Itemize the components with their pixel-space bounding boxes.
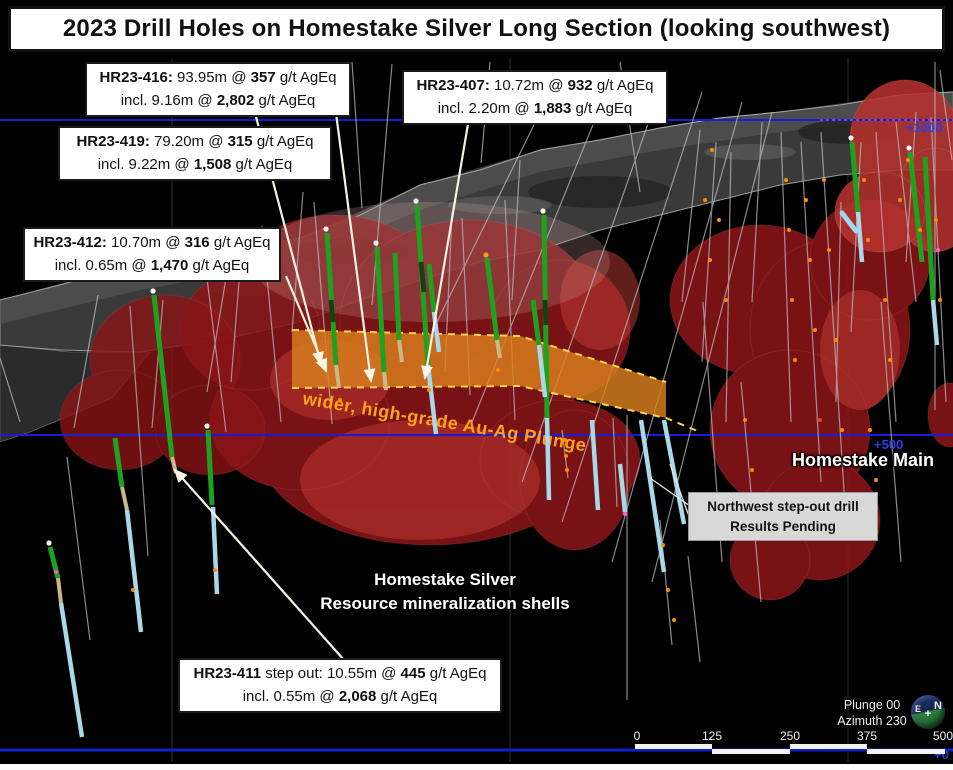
- pending-line1: Northwest step-out drill: [707, 499, 859, 514]
- grade-value: 1,883: [533, 99, 572, 117]
- compass-orb-icon: E N +: [911, 695, 945, 729]
- compass-cross-icon: +: [924, 707, 932, 720]
- interval: 10.72m @: [494, 77, 564, 94]
- hole-id: HR23-412:: [33, 234, 107, 251]
- grade-unit: g/t AgEq: [256, 133, 314, 150]
- grade-unit: g/t AgEq: [380, 687, 438, 705]
- interval: step out: 10.55m @: [265, 665, 397, 682]
- title-bar: 2023 Drill Holes on Homestake Silver Lon…: [8, 6, 945, 52]
- pending-line2: Results Pending: [730, 518, 836, 534]
- grade-unit: g/t AgEq: [429, 665, 487, 682]
- callout-hr23-407: HR23-407: 10.72m @ 932 g/t AgEq incl. 2.…: [402, 70, 668, 125]
- callout-line2: incl. 0.65m @ 1,470 g/t AgEq: [31, 255, 273, 278]
- interval: 93.95m @: [177, 69, 247, 86]
- interval: 10.70m @: [111, 234, 181, 251]
- view-azimuth: Azimuth 230: [837, 713, 907, 728]
- drill-holes-2023: [46, 135, 940, 738]
- scale-bar: 0 125 250 375 500: [633, 729, 953, 755]
- homestake-silver-line2: Resource mineralization shells: [320, 593, 570, 613]
- grade-unit: g/t AgEq: [213, 234, 271, 251]
- grade-value: 316: [184, 234, 210, 251]
- hole-id: HR23-411: [193, 665, 262, 682]
- interval: incl. 9.22m @: [97, 155, 190, 173]
- homestake-silver-line1: Homestake Silver: [374, 570, 516, 589]
- scale-tick-500: 500: [932, 729, 953, 743]
- drill-collar-caps: [46, 135, 912, 546]
- scale-segment: [635, 744, 712, 749]
- mineralization-shells-silver: [59, 202, 641, 551]
- elevation-1000-label: +1000: [906, 120, 943, 135]
- scale-tick-250: 250: [779, 729, 801, 743]
- grade-unit: g/t AgEq: [596, 77, 654, 94]
- grade-value: 1,470: [150, 256, 189, 274]
- grade-unit: g/t AgEq: [192, 256, 250, 274]
- grade-value: 1,508: [193, 155, 232, 173]
- interval: incl. 0.55m @: [242, 687, 335, 705]
- drill-traces-thin: [0, 61, 953, 700]
- grade-value: 315: [227, 133, 253, 150]
- grade-unit: g/t AgEq: [258, 91, 316, 109]
- leader-lines: [649, 463, 691, 520]
- grade-value: 445: [400, 665, 426, 682]
- view-plunge: Plunge 00: [843, 698, 901, 712]
- homestake-silver-label: Homestake Silver Resource mineralization…: [255, 568, 635, 616]
- compass-east-label: E: [915, 704, 922, 714]
- view-orientation: Plunge 00 Azimuth 230: [836, 698, 908, 729]
- pending-results-box: Northwest step-out drill Results Pending: [688, 492, 878, 542]
- callout-line2: incl. 9.16m @ 2,802 g/t AgEq: [93, 90, 343, 113]
- callout-hr23-411: HR23-411 step out: 10.55m @ 445 g/t AgEq…: [178, 658, 502, 713]
- callout-line1: HR23-416: 93.95m @ 357 g/t AgEq: [93, 67, 343, 90]
- callout-line1: HR23-411 step out: 10.55m @ 445 g/t AgEq: [186, 663, 494, 686]
- elevation-labels: +1000 +500 +0: [874, 120, 949, 762]
- callout-hr23-416: HR23-416: 93.95m @ 357 g/t AgEq incl. 9.…: [85, 62, 351, 117]
- interval: incl. 0.65m @: [54, 256, 147, 274]
- grade-value: 357: [250, 69, 276, 86]
- callout-line2: incl. 0.55m @ 2,068 g/t AgEq: [186, 686, 494, 709]
- grade-value: 932: [567, 77, 593, 94]
- callout-hr23-419: HR23-419: 79.20m @ 315 g/t AgEq incl. 9.…: [58, 126, 332, 181]
- grade-value: 2,802: [216, 91, 255, 109]
- hole-id: HR23-419:: [76, 133, 150, 150]
- callout-line1: HR23-419: 79.20m @ 315 g/t AgEq: [66, 131, 324, 154]
- callout-line1: HR23-412: 10.70m @ 316 g/t AgEq: [31, 232, 273, 255]
- grade-unit: g/t AgEq: [575, 99, 633, 117]
- bottom-margin-strip: [0, 764, 953, 770]
- compass-north-label: N: [934, 700, 942, 712]
- scale-tick-0: 0: [633, 729, 641, 743]
- callout-hr23-412: HR23-412: 10.70m @ 316 g/t AgEq incl. 0.…: [23, 227, 281, 282]
- callout-line1: HR23-407: 10.72m @ 932 g/t AgEq: [410, 75, 660, 98]
- grade-unit: g/t AgEq: [235, 155, 293, 173]
- interval: incl. 2.20m @: [437, 99, 530, 117]
- interval: incl. 9.16m @: [120, 91, 213, 109]
- hole-id: HR23-416:: [99, 69, 173, 86]
- homestake-main-label: Homestake Main: [792, 450, 935, 470]
- section-title: 2023 Drill Holes on Homestake Silver Lon…: [62, 15, 891, 42]
- hole-id: HR23-407:: [416, 77, 490, 94]
- elevation-500-label: +500: [874, 437, 903, 452]
- grade-unit: g/t AgEq: [279, 69, 337, 86]
- scale-tick-125: 125: [701, 729, 723, 743]
- scale-segment: [712, 749, 790, 754]
- scale-segment: [867, 749, 945, 754]
- scale-tick-375: 375: [856, 729, 878, 743]
- callout-line2: incl. 2.20m @ 1,883 g/t AgEq: [410, 98, 660, 121]
- assay-dots: [54, 148, 942, 622]
- callout-line2: incl. 9.22m @ 1,508 g/t AgEq: [66, 154, 324, 177]
- interval: 79.20m @: [154, 133, 224, 150]
- grade-value: 2,068: [338, 687, 377, 705]
- scale-segment: [790, 744, 867, 749]
